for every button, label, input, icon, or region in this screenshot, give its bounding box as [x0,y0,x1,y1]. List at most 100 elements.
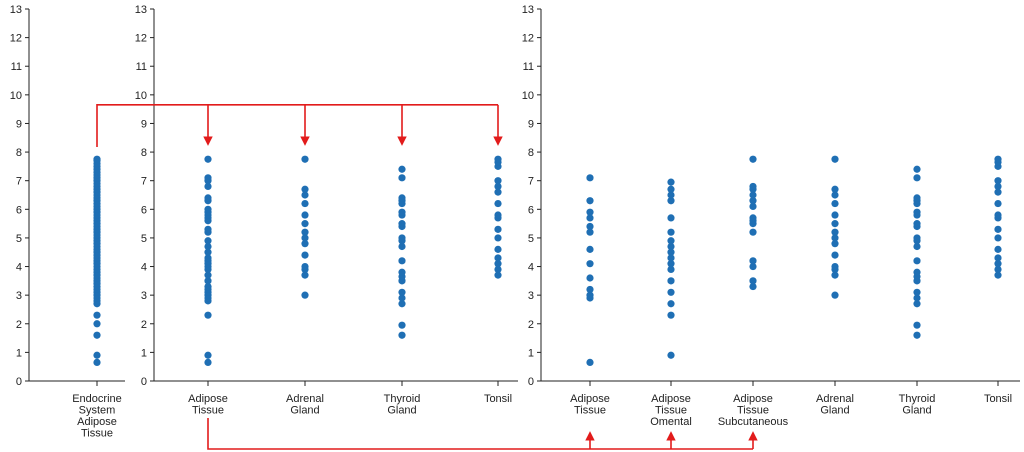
data-point [749,182,757,191]
data-point [913,194,921,202]
data-point [913,321,921,329]
data-point [398,300,406,308]
data-point [831,191,839,199]
y-tick-label: 13 [135,4,147,16]
data-point [204,282,212,291]
data-point [93,311,101,319]
data-point [831,262,839,271]
data-point [204,237,212,245]
data-point [398,331,406,339]
data-point [749,197,757,205]
y-tick-label: 3 [528,290,534,302]
data-point [301,240,309,248]
x-category-label: Tonsil [984,393,1012,405]
data-point [994,245,1002,253]
y-tick-label: 10 [10,90,22,102]
data-point [93,331,101,339]
x-category-label: Endocrine System Adipose Tissue [72,393,122,440]
data-point [831,251,839,259]
data-point [586,358,594,366]
data-point [667,185,675,193]
y-tick-label: 5 [141,233,147,245]
data-point [749,155,757,163]
data-point [301,191,309,199]
data-point [204,254,212,262]
data-point [494,254,502,262]
data-point [667,178,675,186]
data-point [494,155,502,163]
data-point [913,268,921,276]
data-point [586,214,594,222]
y-tick-label: 4 [528,262,534,274]
data-point [994,211,1002,219]
data-point [831,220,839,228]
data-point [831,291,839,299]
data-point [831,240,839,248]
data-point [494,265,502,273]
y-tick-label: 9 [16,118,22,130]
data-point [301,199,309,208]
data-point [204,248,212,256]
data-point [204,205,212,213]
data-point [994,234,1002,242]
data-point [494,260,502,268]
y-tick-label: 6 [16,204,22,216]
y-tick-label: 2 [528,319,534,331]
data-point [301,251,309,259]
data-point [93,320,101,328]
data-point [301,228,309,236]
y-tick-label: 9 [141,118,147,130]
y-tick-label: 13 [522,4,534,16]
data-point [667,265,675,273]
data-point [667,214,675,222]
data-point [93,351,101,359]
data-point [994,260,1002,268]
x-category-label: Thyroid Gland [384,393,421,417]
data-point [93,358,101,366]
data-point [204,225,212,233]
data-point [586,291,594,299]
data-point [398,234,406,242]
data-point [586,197,594,205]
data-point [994,265,1002,273]
data-point [667,311,675,319]
data-point [204,182,212,191]
data-point [667,228,675,236]
y-tick-label: 2 [16,319,22,331]
x-category-label: Adipose Tissue Subcutaneous [718,393,789,428]
y-tick-label: 4 [16,262,22,274]
data-point [494,188,502,196]
data-point [301,262,309,271]
data-point [831,234,839,242]
data-point [667,300,675,308]
y-tick-label: 11 [523,61,534,73]
data-point [749,202,757,211]
y-tick-label: 11 [136,61,147,73]
data-point [749,277,757,285]
data-point [667,288,675,296]
data-point [667,254,675,262]
data-point [994,177,1002,185]
data-point [301,234,309,242]
x-category-label: Adrenal Gland [286,393,324,417]
data-point [994,254,1002,262]
data-point [398,288,406,296]
y-tick-label: 5 [16,233,22,245]
data-point [398,194,406,202]
y-tick-label: 12 [135,33,147,45]
data-point [93,155,101,163]
data-point [749,191,757,199]
x-category-label: Tonsil [484,393,512,405]
data-point [913,165,921,173]
y-tick-label: 5 [528,233,534,245]
data-point [913,220,921,228]
data-point [494,199,502,208]
y-tick-label: 7 [141,176,147,188]
data-point [913,174,921,182]
data-point [301,185,309,193]
bottom-connector-line [207,418,753,450]
data-point [586,274,594,282]
data-point [667,277,675,285]
